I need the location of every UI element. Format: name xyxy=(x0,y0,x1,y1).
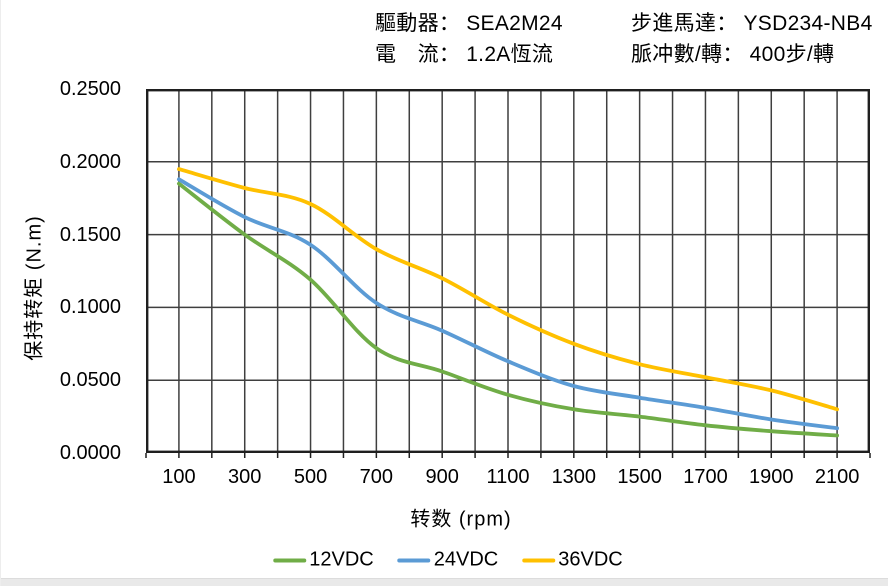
y-tick-label: 0.2500 xyxy=(59,78,121,100)
plot-area xyxy=(145,89,871,458)
y-tick-label: 0.0500 xyxy=(59,369,121,392)
x-tick-label: 1300 xyxy=(551,466,597,488)
plot-border xyxy=(146,89,870,454)
header-current-value: 1.2A恆流 xyxy=(466,43,554,66)
x-tick-label: 1900 xyxy=(749,466,794,488)
legend-label: 36VDC xyxy=(558,548,623,571)
bottom-edge-strip xyxy=(1,578,888,586)
y-tick-label: 0.1500 xyxy=(59,223,121,246)
x-tick-label: 900 xyxy=(425,466,459,488)
header-motor: 步進馬達： YSD234-NB4 xyxy=(631,11,873,37)
legend-label: 12VDC xyxy=(309,548,374,571)
legend-swatch-24vdc xyxy=(397,558,431,562)
x-tick-label: 300 xyxy=(228,466,262,488)
curve-36vdc xyxy=(177,167,839,412)
x-tick-label: 1500 xyxy=(617,466,662,488)
x-axis-title: 转数 (rpm) xyxy=(410,508,512,531)
x-tick-label: 2100 xyxy=(814,466,860,488)
header-steps-value: 400步/轉 xyxy=(749,43,835,66)
y-tick-label: 0.1000 xyxy=(59,296,121,319)
header-motor-label: 步進馬達： xyxy=(631,12,738,35)
header-steps-label: 脈冲數/轉： xyxy=(631,43,744,66)
header-driver: 驅動器： SEA2M24 xyxy=(375,11,563,37)
header-driver-value: SEA2M24 xyxy=(466,12,563,35)
header-driver-label: 驅動器： xyxy=(375,12,461,35)
legend-item-36vdc: 36VDC xyxy=(522,548,623,572)
x-tick-label: 1700 xyxy=(683,466,728,488)
curve-12vdc xyxy=(177,181,839,438)
y-tick-label: 0.2000 xyxy=(59,150,121,173)
legend: 12VDC 24VDC 36VDC xyxy=(273,548,623,572)
y-axis-title: 保持转矩 (N.m) xyxy=(23,215,46,361)
legend-swatch-36vdc xyxy=(522,558,556,562)
header-current: 電 流： 1.2A恆流 xyxy=(375,42,553,68)
legend-label: 24VDC xyxy=(433,548,499,571)
x-tick-label: 500 xyxy=(293,466,328,488)
header-current-label: 電 流： xyxy=(375,43,461,66)
legend-item-24vdc: 24VDC xyxy=(397,548,499,572)
x-tick-label: 1100 xyxy=(486,466,530,488)
legend-swatch-12vdc xyxy=(273,558,307,562)
header-motor-value: YSD234-NB4 xyxy=(743,12,873,35)
x-tick-label: 700 xyxy=(359,466,394,488)
legend-item-12vdc: 12VDC xyxy=(273,548,374,572)
header-steps: 脈冲數/轉： 400步/轉 xyxy=(631,42,834,68)
curve-24vdc xyxy=(177,177,839,431)
y-tick-label: 0.0000 xyxy=(59,442,121,464)
x-tick-label: 100 xyxy=(162,466,196,488)
